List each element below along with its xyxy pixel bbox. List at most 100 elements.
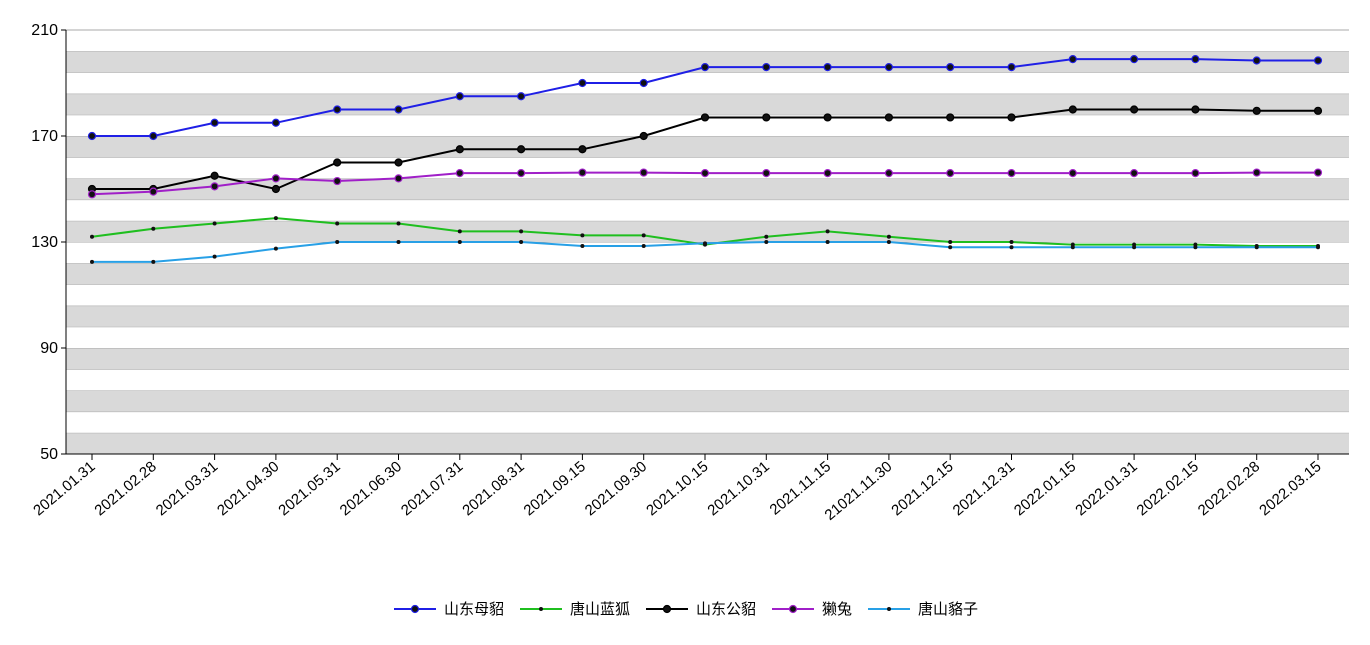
data-point	[1132, 245, 1137, 250]
data-point	[396, 240, 401, 244]
data-point	[210, 171, 219, 180]
data-point	[700, 169, 710, 178]
data-point	[1191, 169, 1200, 178]
data-point	[580, 233, 585, 238]
data-point	[1191, 55, 1200, 64]
data-point	[273, 246, 278, 251]
data-point	[149, 131, 158, 141]
data-point	[1313, 56, 1323, 65]
data-point	[1070, 245, 1075, 250]
grid-band	[66, 305, 1349, 327]
data-point	[1068, 55, 1077, 64]
data-point	[948, 245, 953, 250]
data-point	[394, 158, 403, 167]
x-tick-label: 2021.09.15	[521, 458, 589, 519]
legend-label: 山东公貂	[695, 601, 756, 618]
legend-label: 唐山貉子	[918, 601, 979, 618]
data-point	[1129, 55, 1139, 64]
data-point	[455, 169, 464, 178]
data-point	[639, 78, 648, 88]
data-point	[886, 240, 891, 244]
data-point	[884, 62, 894, 72]
data-point	[825, 229, 830, 234]
data-point	[700, 113, 710, 122]
data-point	[1007, 113, 1016, 122]
x-tick-label: 2021.10.15	[643, 458, 711, 519]
x-tick-label: 2021.01.31	[30, 458, 98, 519]
y-tick-label: 170	[31, 128, 58, 145]
x-tick-label: 2021.12.15	[888, 458, 956, 519]
data-point	[946, 113, 955, 122]
data-point	[271, 118, 280, 127]
data-point	[884, 169, 894, 178]
data-point	[762, 169, 771, 178]
grid-band	[66, 93, 1349, 115]
legend-label: 山东母貂	[443, 601, 504, 618]
legend-label: 獭兔	[822, 601, 853, 618]
x-tick-label: 2022.02.15	[1134, 458, 1202, 519]
data-point	[823, 113, 832, 122]
data-point	[333, 158, 342, 167]
grid-band	[66, 369, 1349, 391]
data-point	[703, 241, 707, 246]
data-point	[639, 168, 648, 177]
x-tick-label: 2022.01.31	[1072, 458, 1140, 519]
legend-swatch	[519, 606, 562, 611]
data-point	[886, 234, 891, 239]
legend-swatch	[868, 606, 911, 611]
data-point	[823, 62, 832, 72]
legend-item: 山东母貂	[392, 598, 504, 619]
data-point	[151, 226, 156, 231]
data-point	[519, 240, 524, 244]
data-point	[212, 254, 217, 259]
legend-item: 山东公貂	[644, 598, 756, 619]
data-point	[700, 62, 710, 72]
grid-bands	[66, 29, 1349, 454]
data-point	[212, 221, 217, 226]
data-point	[90, 259, 94, 264]
data-point	[333, 105, 342, 114]
grid-band	[66, 432, 1349, 454]
y-tick-label: 50	[40, 446, 58, 463]
data-point	[764, 240, 769, 244]
y-axis-ticks: 50 90 130 170 210	[31, 22, 66, 463]
data-point	[1009, 245, 1014, 250]
data-point	[1191, 105, 1200, 114]
grid-band	[66, 348, 1349, 370]
legend-swatch	[393, 604, 436, 613]
data-point	[946, 169, 955, 178]
data-point	[396, 221, 401, 226]
data-point	[578, 145, 587, 154]
x-tick-label: 2022.01.15	[1011, 458, 1079, 519]
data-point	[578, 78, 587, 88]
data-point	[1313, 106, 1323, 115]
data-point	[210, 118, 219, 127]
data-point	[578, 168, 587, 177]
data-point	[457, 229, 462, 234]
data-point	[1129, 105, 1139, 114]
grid-band	[66, 390, 1349, 412]
data-point	[762, 113, 771, 122]
legend-label: 唐山蓝狐	[569, 601, 630, 618]
data-point	[884, 113, 894, 122]
data-point	[825, 240, 830, 244]
legend-item: 獭兔	[770, 598, 852, 619]
x-tick-label: 2021.06.30	[337, 458, 405, 519]
data-point	[516, 92, 526, 101]
grid-band	[66, 263, 1349, 285]
series-lines	[87, 55, 1323, 264]
data-point	[335, 221, 340, 226]
grid-band	[66, 326, 1349, 348]
data-point	[394, 174, 403, 183]
data-point	[516, 145, 526, 154]
data-point	[946, 62, 955, 72]
x-tick-label: 21021.11.30	[821, 458, 895, 524]
data-point	[948, 240, 953, 244]
y-tick-label: 90	[40, 340, 58, 357]
data-point	[455, 92, 464, 101]
data-point	[1254, 245, 1259, 250]
grid-band	[66, 178, 1349, 200]
data-point	[1252, 106, 1261, 115]
legend: 山东母貂 唐山蓝狐 山东公貂 獭兔 唐山貉子	[0, 598, 1370, 619]
